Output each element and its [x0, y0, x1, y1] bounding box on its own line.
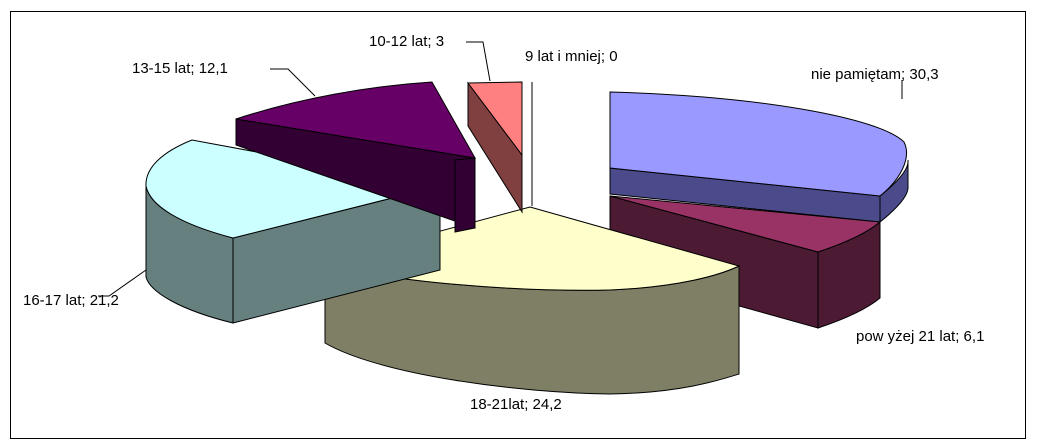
slice-nie-pamietam-side-front — [879, 159, 909, 224]
slice-13-15-side-front — [454, 157, 476, 233]
leader-13-15 — [270, 68, 316, 97]
slice-nie-pamietam — [609, 91, 909, 224]
slice-10-12-top — [467, 81, 523, 157]
label-16-17: 16-17 lat; 21,2 — [23, 292, 119, 309]
leader-16-17 — [98, 269, 147, 297]
slice-nie-pamietam-top — [609, 91, 907, 197]
slice-13-15 — [235, 81, 476, 233]
slice-16-17 — [145, 139, 441, 324]
label-powyzej-21: pow yżej 21 lat; 6,1 — [856, 328, 984, 345]
label-9-lat-i-mniej: 9 lat i mniej; 0 — [525, 48, 618, 65]
label-10-12: 10-12 lat; 3 — [369, 33, 444, 50]
slice-13-15-top — [235, 81, 476, 159]
slices-layer — [145, 81, 909, 395]
label-nie-pamietam: nie pamiętam; 30,3 — [811, 66, 939, 83]
label-18-21: 18-21lat; 24,2 — [470, 396, 562, 413]
slice-16-17-top — [145, 139, 441, 239]
labels-layer: nie pamiętam; 30,3 pow yżej 21 lat; 6,1 … — [23, 33, 984, 413]
leader-lines — [98, 41, 903, 297]
slice-powyzej-21-top — [609, 195, 882, 253]
label-13-15: 13-15 lat; 12,1 — [132, 60, 228, 77]
slice-10-12 — [467, 81, 523, 214]
leader-10-12 — [466, 41, 491, 82]
